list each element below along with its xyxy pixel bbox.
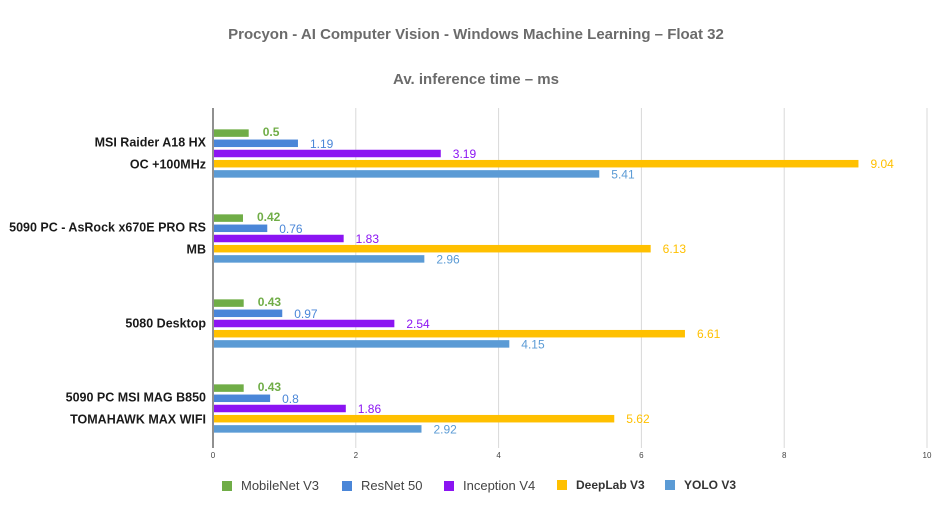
data-label: 6.13 (663, 242, 687, 256)
x-tick-label: 4 (496, 451, 501, 460)
bar (214, 414, 615, 423)
chart-title: Procyon - AI Computer Vision - Windows M… (228, 26, 724, 43)
legend-swatch (444, 480, 454, 491)
legend-item: MobileNet V3 (222, 478, 319, 493)
legend-swatch (557, 480, 567, 490)
data-label: 6.61 (697, 327, 721, 341)
data-label: 2.92 (433, 422, 457, 436)
bar (214, 309, 283, 318)
bar (214, 404, 346, 413)
legend-swatch (222, 480, 232, 491)
bar (214, 149, 441, 158)
bar (214, 244, 651, 253)
bar (214, 329, 685, 338)
legend-swatch (342, 480, 352, 491)
data-label: 5.41 (611, 167, 635, 181)
legend-label: MobileNet V3 (241, 478, 320, 493)
bar (214, 425, 422, 433)
category-label: 5090 PC - AsRock x670E PRO RS MB (9, 221, 206, 257)
x-tick-label: 8 (782, 451, 787, 460)
legend-label: DeepLab V3 (576, 478, 645, 492)
legend-swatch (665, 480, 675, 490)
data-label: 1.86 (358, 402, 382, 416)
data-label: 9.04 (870, 157, 894, 171)
legend-label: Inception V4 (463, 478, 536, 493)
legend-item: Inception V4 (444, 478, 535, 493)
data-label: 0.43 (258, 295, 282, 309)
legend-label: YOLO V3 (684, 478, 737, 492)
bar (214, 319, 395, 328)
data-label: 0.97 (294, 307, 318, 321)
legend-label: ResNet 50 (361, 478, 423, 493)
bar (214, 139, 298, 148)
data-label: 0.5 (263, 125, 280, 139)
data-label: 3.19 (453, 147, 477, 161)
x-tick-label: 0 (211, 451, 216, 460)
data-label: 2.96 (436, 252, 460, 266)
data-label: 0.8 (282, 392, 299, 406)
legend-item: ResNet 50 (342, 478, 422, 493)
data-label: 0.43 (258, 380, 282, 394)
legend-item: DeepLab V3 (557, 478, 645, 492)
bar (214, 340, 510, 348)
x-tick-label: 10 (923, 451, 932, 460)
data-label: 4.15 (521, 337, 545, 351)
chart-legend: MobileNet V3 ResNet 50 Inception V4 DeepLab… (0, 478, 952, 498)
bar (214, 159, 859, 168)
bar (214, 255, 425, 263)
bar (214, 299, 244, 307)
data-label: 2.54 (406, 317, 430, 331)
data-label: 1.19 (310, 137, 334, 151)
bar (214, 129, 249, 137)
chart-subtitle: Av. inference time – ms (393, 71, 559, 88)
category-label: 5090 PC MSI MAG B850 TOMAHAWK MAX WIFI (66, 391, 206, 427)
category-label: MSI Raider A18 HX OC +100MHz (95, 136, 207, 172)
bar (214, 214, 243, 222)
x-tick-label: 6 (639, 451, 644, 460)
data-label: 0.76 (279, 222, 303, 236)
bar (214, 384, 244, 392)
bar (214, 224, 268, 233)
data-label: 5.62 (626, 412, 650, 426)
bar (214, 394, 271, 403)
bar (214, 170, 600, 178)
data-label: 1.83 (356, 232, 380, 246)
x-tick-label: 2 (354, 451, 359, 460)
legend-item: YOLO V3 (665, 478, 736, 492)
data-label: 0.42 (257, 210, 281, 224)
bar (214, 234, 344, 243)
category-label: 5080 Desktop (125, 317, 206, 331)
